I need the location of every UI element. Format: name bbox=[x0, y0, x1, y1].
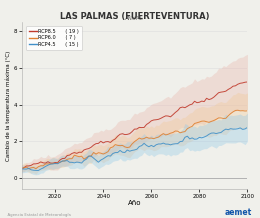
X-axis label: Año: Año bbox=[128, 200, 141, 206]
Text: ANUAL: ANUAL bbox=[125, 16, 144, 21]
Text: aemet: aemet bbox=[225, 208, 252, 217]
Legend: RCP8.5      ( 19 ), RCP6.0      ( 7 ), RCP4.5      ( 15 ): RCP8.5 ( 19 ), RCP6.0 ( 7 ), RCP4.5 ( 15… bbox=[26, 26, 81, 49]
Y-axis label: Cambio de la temperatura máxima (°C): Cambio de la temperatura máxima (°C) bbox=[5, 51, 11, 161]
Title: LAS PALMAS (FUERTEVENTURA): LAS PALMAS (FUERTEVENTURA) bbox=[60, 12, 209, 21]
Text: Agencia Estatal de Meteorología: Agencia Estatal de Meteorología bbox=[5, 213, 71, 217]
